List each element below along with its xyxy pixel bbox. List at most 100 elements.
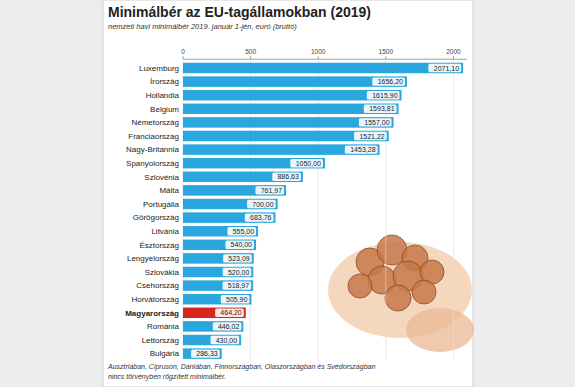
coin xyxy=(412,280,436,304)
data-label-bg xyxy=(290,159,323,167)
bar xyxy=(183,240,256,251)
footnote: Ausztriában, Cipruson, Dániában, Finnors… xyxy=(107,363,375,371)
data-label-bg xyxy=(227,227,256,235)
data-label-bg xyxy=(223,268,252,276)
bar xyxy=(183,253,254,264)
bar xyxy=(183,117,394,128)
bar xyxy=(183,63,463,74)
category-label: Luxemburg xyxy=(139,64,179,73)
category-label: Magyarország xyxy=(125,309,179,318)
data-label-bg xyxy=(223,281,252,289)
data-label: 1557,00 xyxy=(364,119,389,126)
category-label: Litvánia xyxy=(151,227,179,236)
data-label: 505,90 xyxy=(226,296,248,303)
bar xyxy=(183,280,253,291)
data-label: 1656,20 xyxy=(378,78,403,85)
bar xyxy=(183,335,241,346)
decoration xyxy=(328,235,474,352)
category-label: Csehország xyxy=(136,281,179,290)
bar xyxy=(183,131,389,142)
tick-label: 0 xyxy=(181,48,185,55)
labels: Luxemburg2071,10Írország1656,20Hollandia… xyxy=(125,64,461,359)
category-label: Portugália xyxy=(143,200,180,209)
tick-label: 2000 xyxy=(446,48,461,55)
bar xyxy=(183,185,286,196)
category-label: Szlovénia xyxy=(144,173,179,182)
data-label: 430,00 xyxy=(216,337,238,344)
category-label: Írország xyxy=(150,77,179,86)
bar xyxy=(183,158,325,169)
data-label: 2071,10 xyxy=(434,65,459,72)
data-label: 1453,28 xyxy=(350,146,375,153)
data-label-bg xyxy=(354,132,387,140)
tick-label: 1000 xyxy=(311,48,326,55)
data-label-bg xyxy=(223,254,252,262)
title: Minimálbér az EU-tagállamokban (2019) xyxy=(108,4,371,20)
data-label: 540,00 xyxy=(231,241,253,248)
tick-mark xyxy=(318,56,319,59)
bar xyxy=(183,321,243,332)
data-label-bg xyxy=(225,241,254,249)
data-label-bg xyxy=(215,309,244,317)
bar xyxy=(183,226,258,237)
data-label-bg xyxy=(221,295,250,303)
data-label: 1593,81 xyxy=(369,105,394,112)
data-label-bg xyxy=(213,322,242,330)
panel xyxy=(103,0,473,387)
category-label: Franciaország xyxy=(128,132,179,141)
data-label-bg xyxy=(255,186,284,194)
data-label-bg xyxy=(191,349,220,357)
data-label-bg xyxy=(211,336,240,344)
category-label: Szlovákia xyxy=(145,268,180,277)
data-label: 446,02 xyxy=(218,323,240,330)
hand xyxy=(406,308,474,352)
data-label: 683,76 xyxy=(250,214,272,221)
tick-mark xyxy=(250,56,251,59)
data-label: 700,00 xyxy=(252,201,274,208)
bar xyxy=(183,172,303,183)
footnote: nincs törvényben rögzített minimálbér. xyxy=(108,373,226,381)
bar xyxy=(183,144,380,155)
data-label-bg xyxy=(272,173,301,181)
subtitle: nemzeti havi minimálbér 2019. január 1-j… xyxy=(108,22,297,31)
chart-root: Minimálbér az EU-tagállamokban (2019) nem… xyxy=(0,0,575,387)
bar xyxy=(183,308,246,319)
category-label: Görögország xyxy=(133,213,179,222)
data-label: 761,97 xyxy=(261,187,283,194)
category-label: Lengyelország xyxy=(127,254,179,263)
x-axis-line xyxy=(183,59,467,60)
bar xyxy=(183,104,399,115)
category-label: Belgium xyxy=(150,105,179,114)
category-label: Nagy-Britannia xyxy=(126,145,179,154)
data-label: 523,09 xyxy=(228,255,250,262)
tick-label: 1500 xyxy=(379,48,394,55)
category-label: Románia xyxy=(147,322,180,331)
data-label-bg xyxy=(428,64,461,72)
grid-line xyxy=(453,59,454,360)
bar xyxy=(183,90,402,101)
bar xyxy=(183,267,253,278)
bar xyxy=(183,294,251,305)
tick-label: 500 xyxy=(245,48,256,55)
category-label: Németország xyxy=(131,118,179,127)
data-label-bg xyxy=(345,145,378,153)
coin xyxy=(348,274,372,298)
data-label: 464,20 xyxy=(220,309,242,316)
bar xyxy=(183,212,275,223)
category-label: Észtország xyxy=(139,241,179,250)
data-label: 1521,22 xyxy=(359,133,384,140)
data-label: 1615,90 xyxy=(372,92,397,99)
data-label-bg xyxy=(245,213,274,221)
coin xyxy=(385,285,411,311)
bar xyxy=(183,199,278,210)
data-label-bg xyxy=(372,77,405,85)
category-label: Spanyolország xyxy=(126,159,179,168)
category-label: Horvátország xyxy=(131,295,179,304)
data-label-bg xyxy=(359,118,392,126)
tick-mark xyxy=(385,56,386,59)
data-label-bg xyxy=(247,200,276,208)
data-label-bg xyxy=(367,91,400,99)
data-label: 520,00 xyxy=(228,269,250,276)
category-label: Bulgária xyxy=(150,349,180,358)
category-label: Málta xyxy=(159,186,179,195)
